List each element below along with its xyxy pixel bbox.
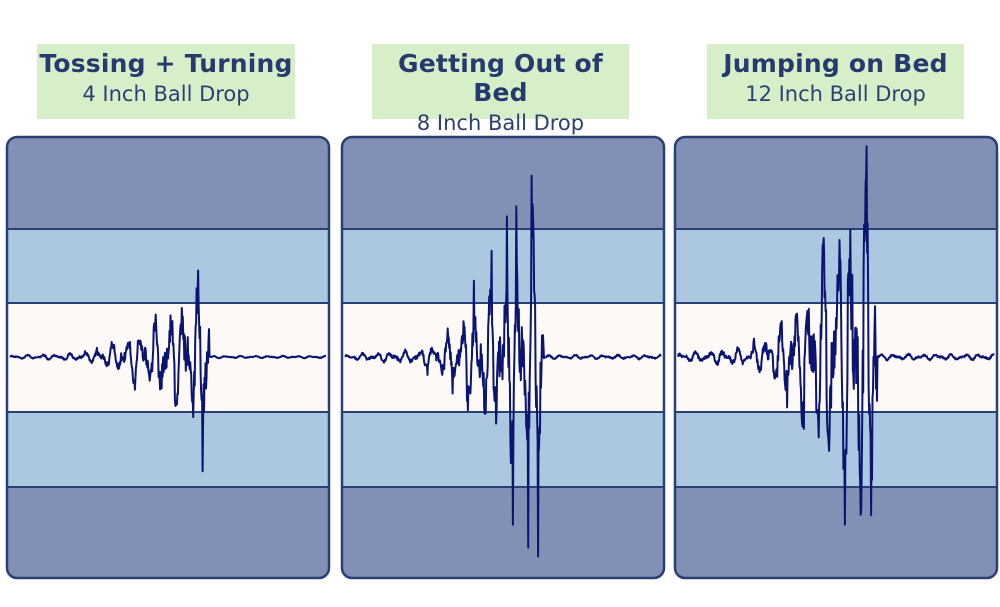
panel-subtitle: 4 Inch Ball Drop bbox=[82, 82, 250, 106]
band-5 bbox=[675, 487, 997, 578]
band-2 bbox=[7, 229, 329, 303]
panel-border bbox=[673, 135, 999, 580]
chart-panel-3 bbox=[673, 135, 999, 580]
panel-label-getting-out: Getting Out of Bed 8 Inch Ball Drop bbox=[372, 44, 629, 135]
panel-subtitle: 8 Inch Ball Drop bbox=[416, 111, 585, 135]
waveform-line bbox=[677, 145, 995, 526]
band-2 bbox=[342, 229, 664, 303]
band-5 bbox=[342, 487, 664, 578]
panel-title: Tossing + Turning bbox=[39, 49, 293, 78]
panel-border bbox=[340, 135, 666, 580]
band-1 bbox=[7, 137, 329, 229]
band-1 bbox=[675, 137, 997, 229]
panel-title: Getting Out of Bed bbox=[398, 49, 603, 107]
panel-title: Jumping on Bed bbox=[723, 49, 948, 78]
panel-label-tossing: Tossing + Turning 4 Inch Ball Drop bbox=[37, 44, 295, 119]
band-4 bbox=[675, 412, 997, 487]
chart-panel-1 bbox=[5, 135, 331, 580]
panel-label-jumping: Jumping on Bed 12 Inch Ball Drop bbox=[707, 44, 964, 119]
chart-panel-2 bbox=[340, 135, 666, 580]
band-2 bbox=[675, 229, 997, 303]
band-4 bbox=[342, 412, 664, 487]
panel-subtitle: 12 Inch Ball Drop bbox=[745, 82, 926, 106]
waveform-line bbox=[344, 174, 662, 558]
band-5 bbox=[7, 487, 329, 578]
band-1 bbox=[342, 137, 664, 229]
panel-border bbox=[5, 135, 331, 580]
band-4 bbox=[7, 412, 329, 487]
waveform-line bbox=[9, 269, 327, 473]
